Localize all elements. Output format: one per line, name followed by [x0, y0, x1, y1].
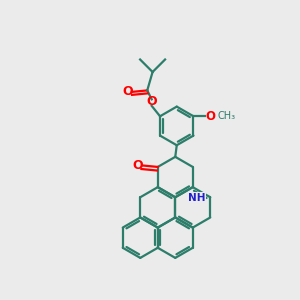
Text: O: O	[206, 110, 215, 123]
Text: NH: NH	[188, 193, 206, 203]
Text: O: O	[146, 95, 157, 109]
Text: O: O	[122, 85, 133, 98]
Text: O: O	[133, 159, 143, 172]
Text: CH₃: CH₃	[217, 111, 236, 121]
